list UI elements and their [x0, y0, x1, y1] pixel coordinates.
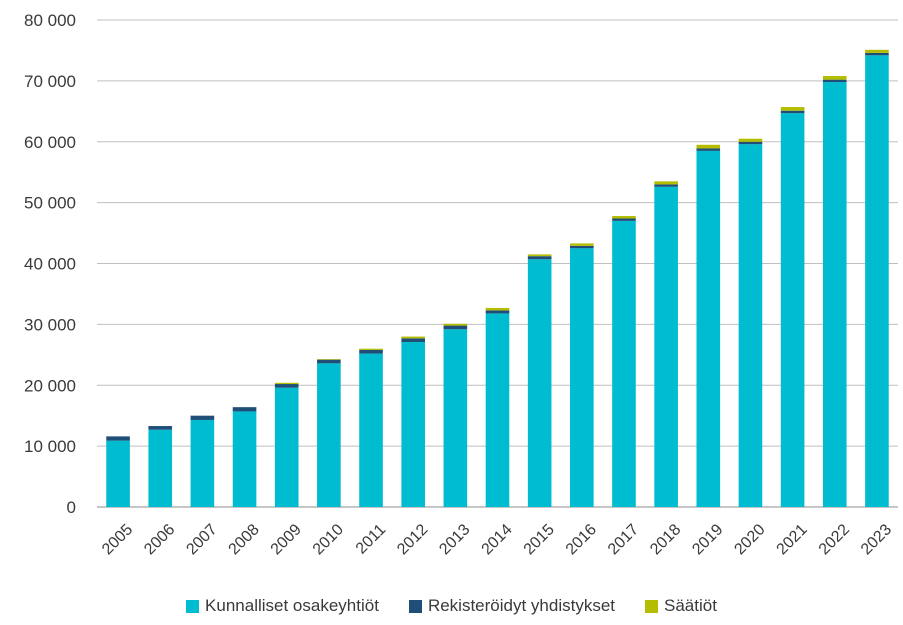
- bar-segment-saatiot-2011: [359, 348, 383, 350]
- bar-segment-saatiot-2023: [865, 49, 889, 53]
- bar-segment-yhdistykset-2021: [780, 110, 805, 114]
- x-tick-label: 2008: [226, 521, 263, 558]
- bar-segment-saatiot-2013: [443, 323, 468, 326]
- bar-segment-kunnalliset-2013: [443, 329, 468, 507]
- x-tick-label: 2011: [353, 521, 389, 557]
- bar-segment-kunnalliset-2006: [148, 429, 173, 507]
- x-axis-ticks: 2005 2006 2007 2008 2009 2010 2011 2012 2013 2014…: [99, 521, 895, 558]
- x-tick-label: 2018: [647, 521, 684, 558]
- legend-label-yhdistykset: Rekisteröidyt yhdistykset: [427, 596, 616, 615]
- x-tick-label: 2017: [605, 521, 642, 558]
- x-tick-label: 2022: [816, 521, 853, 558]
- y-tick-label: 40 000: [24, 255, 76, 274]
- y-tick-label: 70 000: [24, 72, 76, 91]
- x-tick-label: 2020: [731, 521, 768, 558]
- bar-segment-yhdistykset-2019: [696, 148, 721, 151]
- x-tick-label: 2006: [141, 521, 178, 558]
- bar-segment-saatiot-2020: [738, 138, 763, 142]
- x-tick-label: 2012: [394, 521, 431, 558]
- bar-segment-yhdistykset-2014: [485, 310, 510, 314]
- bar-segment-yhdistykset-2006: [148, 426, 173, 430]
- x-tick-label: 2010: [310, 521, 347, 558]
- bar-segment-kunnalliset-2021: [780, 113, 805, 508]
- bar-segment-yhdistykset-2009: [274, 384, 299, 388]
- legend-swatch-saatiot: [645, 599, 659, 613]
- bar-segment-kunnalliset-2020: [738, 144, 763, 507]
- legend-swatch-kunnalliset: [186, 599, 200, 613]
- x-tick-label: 2009: [268, 521, 305, 558]
- y-tick-label: 10 000: [24, 437, 76, 456]
- bar-segment-saatiot-2018: [654, 181, 678, 185]
- bar-segment-saatiot-2010: [317, 359, 341, 360]
- legend-item-saatiot: Säätiöt: [645, 596, 717, 616]
- bar-segment-kunnalliset-2005: [106, 440, 130, 507]
- bar-segment-saatiot-2022: [822, 76, 847, 80]
- bars: [106, 49, 889, 508]
- bar-segment-kunnalliset-2008: [232, 411, 257, 507]
- bar-segment-yhdistykset-2023: [865, 52, 889, 56]
- x-tick-label: 2007: [183, 521, 220, 558]
- y-tick-label: 60 000: [24, 133, 76, 152]
- legend: Kunnalliset osakeyhtiöt Rekisteröidyt yh…: [0, 596, 903, 616]
- bar-segment-yhdistykset-2015: [527, 256, 552, 260]
- bar-segment-saatiot-2017: [612, 216, 636, 219]
- bar-segment-saatiot-2016: [570, 243, 594, 246]
- legend-item-kunnalliset: Kunnalliset osakeyhtiöt: [186, 596, 379, 616]
- bar-segment-yhdistykset-2020: [738, 141, 763, 145]
- bar-segment-kunnalliset-2018: [654, 186, 678, 508]
- legend-item-yhdistykset: Rekisteröidyt yhdistykset: [408, 596, 616, 616]
- x-tick-label: 2015: [521, 521, 558, 558]
- bar-segment-saatiot-2009: [274, 382, 299, 385]
- legend-swatch-yhdistykset: [408, 599, 422, 613]
- x-tick-label: 2023: [858, 521, 895, 558]
- bar-segment-saatiot-2014: [485, 307, 510, 311]
- x-tick-label: 2021: [774, 521, 811, 558]
- bar-segment-kunnalliset-2016: [570, 248, 594, 507]
- bar-segment-yhdistykset-2012: [401, 338, 425, 343]
- x-tick-label: 2016: [563, 521, 600, 558]
- bar-segment-kunnalliset-2022: [822, 82, 847, 507]
- bar-segment-yhdistykset-2005: [106, 436, 130, 441]
- y-axis-ticks: 0 10 000 20 000 30 000 40 000 50 000 60 000 70 …: [24, 11, 76, 517]
- bar-segment-saatiot-2015: [527, 254, 552, 257]
- x-tick-label: 2005: [99, 521, 136, 558]
- bar-segment-yhdistykset-2008: [232, 407, 257, 412]
- bar-segment-yhdistykset-2013: [443, 325, 468, 330]
- y-tick-label: 80 000: [24, 11, 76, 30]
- x-tick-label: 2013: [436, 521, 473, 558]
- bar-segment-kunnalliset-2015: [527, 259, 552, 507]
- bar-segment-saatiot-2021: [780, 107, 805, 111]
- y-tick-label: 0: [67, 498, 76, 517]
- x-tick-label: 2019: [689, 521, 726, 558]
- bar-segment-yhdistykset-2018: [654, 184, 678, 187]
- legend-label-saatiot: Säätiöt: [664, 596, 717, 615]
- bar-segment-yhdistykset-2011: [359, 349, 383, 354]
- bar-segment-saatiot-2012: [401, 336, 425, 339]
- y-tick-label: 30 000: [24, 315, 76, 334]
- bar-segment-kunnalliset-2012: [401, 342, 425, 507]
- bar-segment-yhdistykset-2022: [822, 79, 847, 83]
- bar-segment-kunnalliset-2023: [865, 55, 889, 508]
- bar-segment-saatiot-2019: [696, 144, 721, 149]
- gridlines: [97, 19, 898, 508]
- bar-segment-kunnalliset-2019: [696, 150, 721, 507]
- y-tick-label: 50 000: [24, 194, 76, 213]
- bar-segment-kunnalliset-2009: [274, 387, 299, 507]
- bar-segment-kunnalliset-2014: [485, 313, 510, 507]
- bar-segment-yhdistykset-2007: [190, 415, 215, 420]
- legend-label-kunnalliset: Kunnalliset osakeyhtiöt: [205, 596, 379, 615]
- y-tick-label: 20 000: [24, 376, 76, 395]
- bar-segment-yhdistykset-2017: [612, 218, 636, 221]
- x-tick-label: 2014: [478, 521, 515, 558]
- bar-segment-yhdistykset-2010: [317, 359, 341, 364]
- bar-segment-kunnalliset-2011: [359, 353, 383, 507]
- bar-segment-kunnalliset-2007: [190, 419, 215, 507]
- bar-segment-kunnalliset-2010: [317, 363, 341, 507]
- bar-segment-kunnalliset-2017: [612, 220, 636, 507]
- bar-segment-yhdistykset-2016: [570, 245, 594, 249]
